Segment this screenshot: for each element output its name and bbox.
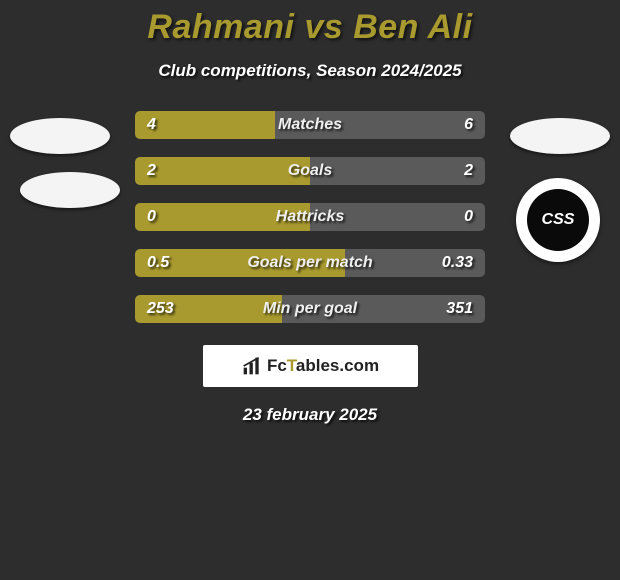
site-logo-text: FcTables.com: [267, 356, 379, 376]
stat-bar-left: [135, 157, 310, 185]
stat-value-left: 0.5: [147, 254, 169, 272]
stat-value-right: 351: [446, 300, 473, 318]
stat-row: 2 Goals 2: [135, 157, 485, 185]
stat-value-right: 6: [464, 116, 473, 134]
stat-label: Goals per match: [247, 254, 372, 272]
player-badge-right-1: [510, 118, 610, 154]
stat-label: Hattricks: [276, 208, 344, 226]
bar-chart-icon: [241, 356, 263, 376]
club-badge-inner: CSS: [527, 189, 589, 251]
player-badge-left-1: [10, 118, 110, 154]
stat-row: 4 Matches 6: [135, 111, 485, 139]
logo-text-after: ables.com: [296, 356, 379, 375]
logo-text-accent: T: [287, 356, 296, 375]
site-logo: FcTables.com: [203, 345, 418, 387]
stat-row: 0.5 Goals per match 0.33: [135, 249, 485, 277]
stat-value-left: 0: [147, 208, 156, 226]
comparison-date: 23 february 2025: [0, 405, 620, 425]
stat-row: 253 Min per goal 351: [135, 295, 485, 323]
stat-value-left: 253: [147, 300, 174, 318]
stat-value-left: 2: [147, 162, 156, 180]
stat-bar-left: [135, 111, 275, 139]
stat-value-right: 2: [464, 162, 473, 180]
player-badge-left-2: [20, 172, 120, 208]
stat-bar-right: [310, 157, 485, 185]
stat-value-left: 4: [147, 116, 156, 134]
stat-value-right: 0.33: [442, 254, 473, 272]
logo-text-before: Fc: [267, 356, 287, 375]
comparison-subtitle: Club competitions, Season 2024/2025: [0, 61, 620, 81]
stat-row: 0 Hattricks 0: [135, 203, 485, 231]
stat-value-right: 0: [464, 208, 473, 226]
stat-label: Min per goal: [263, 300, 357, 318]
club-badge: CSS: [516, 178, 600, 262]
stat-label: Matches: [278, 116, 342, 134]
comparison-title: Rahmani vs Ben Ali: [0, 8, 620, 47]
stat-label: Goals: [288, 162, 332, 180]
